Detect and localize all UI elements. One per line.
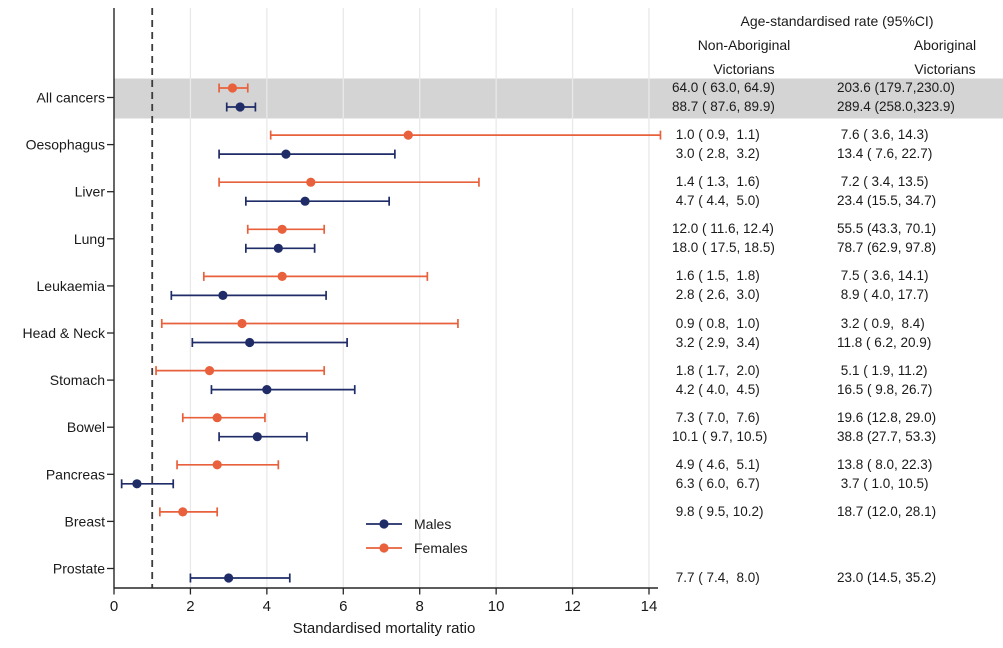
point-females <box>212 460 222 470</box>
rate-aboriginal: 13.8 ( 8.0, 22.3) <box>837 456 933 472</box>
point-males <box>235 102 245 112</box>
legend-item-females: Females <box>363 540 468 556</box>
point-males <box>224 573 234 583</box>
rate-aboriginal: 5.1 ( 1.9, 11.2) <box>837 362 928 378</box>
x-tick-label: 0 <box>110 598 118 615</box>
rate-non-aboriginal: 4.7 ( 4.4, 5.0) <box>672 193 760 209</box>
point-males <box>273 243 283 253</box>
rate-non-aboriginal: 1.0 ( 0.9, 1.1) <box>672 127 760 143</box>
x-axis-title: Standardised mortality ratio <box>292 620 476 637</box>
x-tick-label: 6 <box>339 598 347 615</box>
rate-aboriginal: 8.9 ( 4.0, 17.7) <box>837 287 929 303</box>
x-tick-label: 8 <box>416 598 424 615</box>
rate-aboriginal: 16.5 ( 9.8, 26.7) <box>837 381 933 397</box>
rate-non-aboriginal: 10.1 ( 9.7, 10.5) <box>672 428 768 444</box>
category-label: Prostate <box>53 561 105 577</box>
rate-aboriginal: 3.7 ( 1.0, 10.5) <box>837 475 929 491</box>
x-tick-label: 12 <box>564 598 581 615</box>
category-label: Head & Neck <box>23 325 106 341</box>
point-females <box>227 83 238 93</box>
x-tick-label: 4 <box>263 598 271 615</box>
column-header-non-aboriginal: Non-Aboriginal <box>697 37 791 53</box>
rate-non-aboriginal: 64.0 ( 63.0, 64.9) <box>672 80 775 95</box>
rates-header-title: Age-standardised rate (95%CI) <box>740 13 934 29</box>
rate-non-aboriginal: 1.4 ( 1.3, 1.6) <box>672 174 760 190</box>
point-females <box>178 507 188 517</box>
category-label: Lung <box>74 231 105 247</box>
rate-non-aboriginal: 1.6 ( 1.5, 1.8) <box>672 268 760 284</box>
category-label: All cancers <box>37 90 105 106</box>
category-label: Leukaemia <box>37 278 106 294</box>
females-marker-icon <box>366 543 402 553</box>
highlight-band <box>114 78 1003 119</box>
rate-non-aboriginal: 0.9 ( 0.8, 1.0) <box>672 315 760 331</box>
x-tick-label: 14 <box>641 598 658 615</box>
rate-non-aboriginal: 4.2 ( 4.0, 4.5) <box>672 381 760 397</box>
rate-aboriginal: 289.4 (258.0,323.9) <box>837 99 955 114</box>
category-label: Breast <box>65 513 106 529</box>
point-females <box>403 130 413 140</box>
x-tick-label: 2 <box>186 598 194 615</box>
rate-non-aboriginal: 18.0 ( 17.5, 18.5) <box>672 240 775 256</box>
legend-label-males: Males <box>414 516 452 532</box>
point-males <box>252 432 262 442</box>
column-header-non-aboriginal-line2: Victorians <box>713 61 775 77</box>
point-males <box>218 290 228 300</box>
point-females <box>204 366 215 376</box>
category-label: Oesophagus <box>26 137 105 153</box>
category-label: Bowel <box>67 419 105 435</box>
legend-label-females: Females <box>414 540 468 556</box>
category-label: Liver <box>75 184 106 200</box>
point-females <box>212 413 222 423</box>
rate-aboriginal: 13.4 ( 7.6, 22.7) <box>837 146 933 162</box>
point-males <box>245 337 255 348</box>
rate-aboriginal: 3.2 ( 0.9, 8.4) <box>837 315 925 331</box>
rate-non-aboriginal: 7.7 ( 7.4, 8.0) <box>672 570 760 585</box>
males-marker-icon <box>366 519 402 529</box>
category-label: Pancreas <box>46 466 105 482</box>
category-label: Stomach <box>50 372 105 388</box>
rate-non-aboriginal: 7.3 ( 7.0, 7.6) <box>672 409 760 425</box>
rate-aboriginal: 55.5 (43.3, 70.1) <box>837 221 937 237</box>
rate-non-aboriginal: 6.3 ( 6.0, 6.7) <box>672 475 760 491</box>
rate-aboriginal: 19.6 (12.8, 29.0) <box>837 409 937 425</box>
column-header-aboriginal: Aboriginal <box>913 37 977 53</box>
rate-aboriginal: 38.8 (27.7, 53.3) <box>837 428 937 444</box>
rate-aboriginal: 78.7 (62.9, 97.8) <box>837 240 937 256</box>
point-males <box>132 479 142 489</box>
legend-item-males: Males <box>363 516 451 532</box>
rate-non-aboriginal: 1.8 ( 1.7, 2.0) <box>672 362 760 378</box>
rate-non-aboriginal: 3.0 ( 2.8, 3.2) <box>672 146 760 162</box>
rate-aboriginal: 23.0 (14.5, 35.2) <box>837 570 937 585</box>
point-females <box>237 318 247 329</box>
rate-aboriginal: 11.8 ( 6.2, 20.9) <box>837 334 932 350</box>
rate-non-aboriginal: 4.9 ( 4.6, 5.1) <box>672 456 760 472</box>
rate-non-aboriginal: 2.8 ( 2.6, 3.0) <box>672 287 760 303</box>
rate-aboriginal: 18.7 (12.0, 28.1) <box>837 503 937 519</box>
point-females <box>277 271 287 281</box>
column-header-aboriginal-line2: Victorians <box>914 61 976 77</box>
rate-aboriginal: 7.2 ( 3.4, 13.5) <box>837 174 929 190</box>
x-tick-label: 10 <box>488 598 505 615</box>
rate-non-aboriginal: 88.7 ( 87.6, 89.9) <box>672 99 775 114</box>
point-males <box>281 149 291 159</box>
rate-aboriginal: 203.6 (179.7,230.0) <box>837 80 955 95</box>
point-males <box>262 385 272 395</box>
rate-aboriginal: 7.5 ( 3.6, 14.1) <box>837 268 929 284</box>
point-males <box>300 196 310 206</box>
rate-aboriginal: 23.4 (15.5, 34.7) <box>837 193 937 209</box>
rate-non-aboriginal: 9.8 ( 9.5, 10.2) <box>672 503 764 519</box>
rate-aboriginal: 7.6 ( 3.6, 14.3) <box>837 127 929 143</box>
point-females <box>306 177 316 187</box>
rate-non-aboriginal: 3.2 ( 2.9, 3.4) <box>672 334 760 350</box>
point-females <box>277 224 287 234</box>
rate-non-aboriginal: 12.0 ( 11.6, 12.4) <box>672 221 774 237</box>
